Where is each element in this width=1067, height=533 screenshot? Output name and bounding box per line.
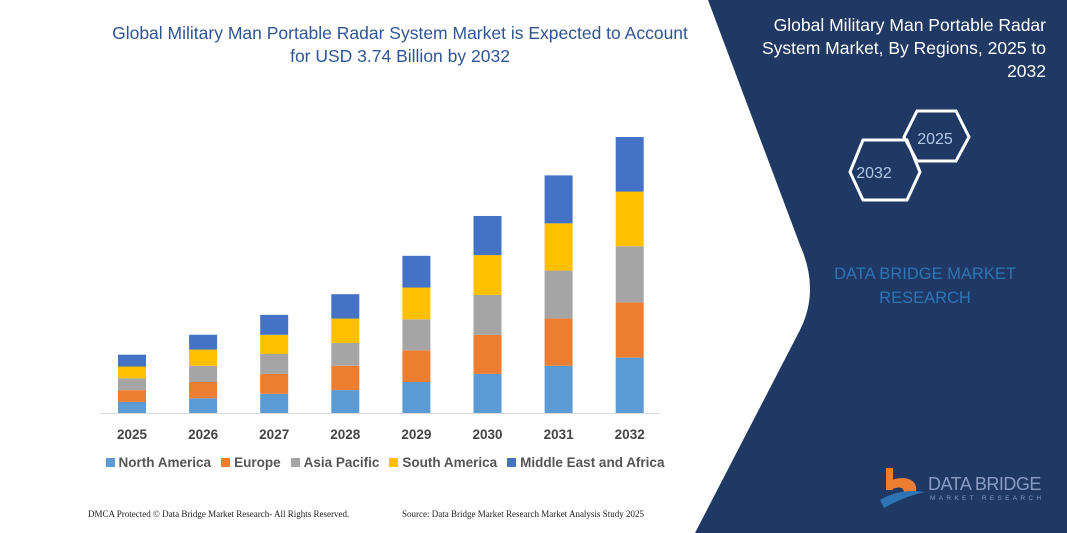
legend-swatch <box>389 458 399 467</box>
x-tick-label: 2027 <box>259 427 289 442</box>
legend-item: North America <box>105 455 212 470</box>
hexagon-2032 <box>848 138 922 202</box>
legend-label: Europe <box>234 455 281 470</box>
bar-segment-2032-north-america <box>615 357 644 413</box>
legend-label: South America <box>402 455 498 470</box>
bar-segment-2028-europe <box>331 365 360 391</box>
hex-label-2032: 2032 <box>856 165 892 182</box>
x-tick-label: 2028 <box>330 427 361 442</box>
bar-segment-2025-middle-east-and-africa <box>118 354 146 367</box>
bar-segment-2031-europe <box>544 318 573 366</box>
bar-segment-2025-south-america <box>118 366 146 379</box>
x-tick-label: 2025 <box>117 427 148 442</box>
hexagon-2025 <box>902 109 971 163</box>
legend-swatch <box>105 458 115 467</box>
bar-segment-2032-south-america <box>615 191 644 247</box>
bar-segment-2028-north-america <box>331 390 360 413</box>
bar-segment-2028-asia-pacific <box>331 342 360 366</box>
footer-copyright: DMCA Protected © Data Bridge Market Rese… <box>88 509 350 519</box>
bar-segment-2028-south-america <box>331 318 360 343</box>
chart-title: Global Military Man Portable Radar Syste… <box>112 23 688 66</box>
bar-segment-2025-north-america <box>118 401 146 413</box>
bar-segment-2025-asia-pacific <box>118 378 146 391</box>
bar-segment-2031-north-america <box>544 365 573 413</box>
bar-segment-2029-middle-east-and-africa <box>402 255 431 288</box>
logo-subtitle: MARKET RESEARCH <box>930 495 1045 502</box>
bar-segment-2031-asia-pacific <box>544 270 573 319</box>
legend-label: Middle East and Africa <box>520 455 665 470</box>
legend-swatch <box>290 458 300 467</box>
legend-item: Middle East and Africa <box>507 455 664 470</box>
bar-segment-2029-north-america <box>402 382 431 413</box>
bar-segment-2031-south-america <box>544 223 573 271</box>
bar-segment-2027-asia-pacific <box>260 353 289 374</box>
bar-segment-2031-middle-east-and-africa <box>544 175 573 224</box>
legend-label: Asia Pacific <box>303 455 380 470</box>
logo-name: DATA BRIDGE <box>928 474 1041 494</box>
x-tick-label: 2031 <box>544 427 575 442</box>
legend: North America Europe Asia Pacific South Ame… <box>0 455 770 470</box>
bar-segment-2026-asia-pacific <box>189 365 218 383</box>
bar-segment-2025-europe <box>118 390 146 402</box>
bar-segment-2026-south-america <box>189 349 218 366</box>
bar-segment-2027-europe <box>260 373 289 394</box>
bar-segment-2026-europe <box>189 382 218 399</box>
bar-segment-2026-north-america <box>189 398 218 413</box>
footer-source: Source: Data Bridge Market Research Mark… <box>402 509 644 519</box>
bar-segment-2032-asia-pacific <box>615 246 644 303</box>
legend-item: South America <box>389 455 497 470</box>
x-tick-label: 2032 <box>615 427 645 442</box>
bar-segment-2032-middle-east-and-africa <box>615 137 644 192</box>
x-tick-label: 2029 <box>401 427 431 442</box>
legend-swatch <box>507 458 517 467</box>
right-panel <box>695 0 1067 533</box>
legend-item: Europe <box>221 455 281 470</box>
bar-segment-2028-middle-east-and-africa <box>331 294 360 319</box>
x-tick-label: 2026 <box>188 427 219 442</box>
legend-label: North America <box>118 455 212 470</box>
x-tick-label: 2030 <box>472 427 502 442</box>
bar-segment-2029-south-america <box>402 287 431 320</box>
bar-segment-2029-asia-pacific <box>402 319 431 351</box>
logo-icon <box>880 468 925 508</box>
bar-segment-2030-north-america <box>473 373 502 413</box>
bar-segment-2027-middle-east-and-africa <box>260 314 289 335</box>
bar-segment-2030-middle-east-and-africa <box>473 215 502 256</box>
panel-title: Global Military Man Portable Radar Syste… <box>761 15 1046 81</box>
legend-swatch <box>221 458 231 467</box>
bar-segment-2027-south-america <box>260 334 289 354</box>
bar-segment-2030-asia-pacific <box>473 294 502 335</box>
legend-item: Asia Pacific <box>290 455 380 470</box>
bar-segment-2026-middle-east-and-africa <box>189 334 218 350</box>
bar-segment-2030-south-america <box>473 255 502 295</box>
brand-watermark-text: DATA BRIDGE MARKET RESEARCH <box>834 265 1016 307</box>
hex-label-2025: 2025 <box>917 131 953 148</box>
bar-segment-2029-europe <box>402 350 431 383</box>
bar-segment-2032-europe <box>615 302 644 358</box>
bar-segment-2027-north-america <box>260 393 289 413</box>
stacked-bar-chart: 2025 2026 2027 2028 2029 2030 2031 2032 <box>100 137 660 442</box>
bar-segment-2030-europe <box>473 334 502 374</box>
